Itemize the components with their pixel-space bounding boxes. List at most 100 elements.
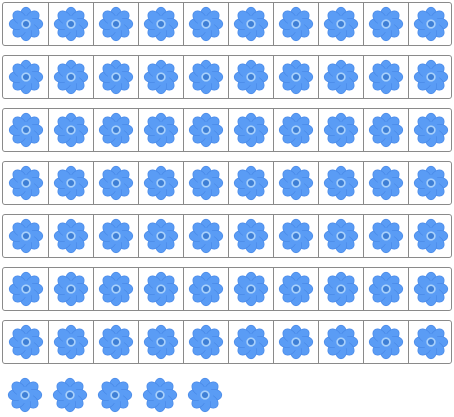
flower-cell	[408, 215, 453, 257]
flower-icon	[413, 271, 449, 307]
flower-cell	[363, 56, 408, 98]
flower-icon	[278, 112, 314, 148]
flower-icon	[188, 59, 224, 95]
flower-cell	[92, 373, 137, 417]
flower-cell	[48, 162, 93, 204]
flower-cell	[183, 56, 228, 98]
flower-cell	[273, 215, 318, 257]
flower-icon	[188, 165, 224, 201]
flower-cell	[318, 3, 363, 45]
flower-cell	[93, 268, 138, 310]
flower-icon	[323, 112, 359, 148]
flower-cell	[363, 109, 408, 151]
flower-icon	[278, 6, 314, 42]
flower-icon	[98, 112, 134, 148]
flower-cell	[138, 268, 183, 310]
flower-row	[2, 108, 452, 152]
flower-icon	[53, 165, 89, 201]
flower-icon	[233, 6, 269, 42]
flower-cell	[48, 56, 93, 98]
flower-icon	[143, 271, 179, 307]
flower-cell	[48, 3, 93, 45]
flower-cell	[363, 321, 408, 363]
flower-icon	[278, 324, 314, 360]
flower-icon	[233, 218, 269, 254]
flower-icon	[143, 324, 179, 360]
flower-icon	[368, 59, 404, 95]
flower-icon	[143, 112, 179, 148]
flower-icon	[98, 324, 134, 360]
flower-icon	[323, 218, 359, 254]
flower-cell	[273, 268, 318, 310]
flower-cell	[3, 3, 48, 45]
flower-cell	[48, 109, 93, 151]
flower-cell	[48, 215, 93, 257]
flower-icon	[233, 112, 269, 148]
flower-cell	[138, 215, 183, 257]
flower-icon	[233, 59, 269, 95]
flower-cell	[183, 215, 228, 257]
flower-cell	[363, 268, 408, 310]
flower-icon	[233, 271, 269, 307]
flower-icon	[368, 271, 404, 307]
flower-icon	[53, 112, 89, 148]
flower-icon	[233, 324, 269, 360]
flower-icon	[323, 271, 359, 307]
flower-cell	[138, 162, 183, 204]
flower-icon	[187, 377, 222, 413]
flower-icon	[143, 59, 179, 95]
flower-icon	[413, 165, 449, 201]
flower-icon	[142, 377, 177, 413]
flower-cell	[363, 3, 408, 45]
flower-cell	[363, 162, 408, 204]
flower-cell	[138, 321, 183, 363]
flower-icon	[413, 218, 449, 254]
flower-icon	[7, 377, 42, 413]
flower-icon	[53, 59, 89, 95]
flower-icon	[188, 112, 224, 148]
flower-icon	[143, 6, 179, 42]
flower-cell	[318, 215, 363, 257]
flower-icon	[413, 59, 449, 95]
flower-cell	[138, 56, 183, 98]
flower-row	[2, 2, 452, 46]
flower-cell	[363, 215, 408, 257]
flower-icon	[368, 218, 404, 254]
flower-cell	[182, 373, 227, 417]
flower-icon	[188, 218, 224, 254]
flower-cell	[93, 56, 138, 98]
flower-row	[2, 161, 452, 205]
flower-row-remainder	[2, 373, 452, 417]
flower-cell	[273, 3, 318, 45]
flower-cell	[318, 162, 363, 204]
flower-icon	[53, 218, 89, 254]
flower-icon	[98, 6, 134, 42]
flower-icon	[368, 165, 404, 201]
flower-cell	[273, 321, 318, 363]
flower-icon	[278, 165, 314, 201]
flower-icon	[52, 377, 87, 413]
flower-cell	[137, 373, 182, 417]
flower-icon	[98, 165, 134, 201]
flower-cell	[93, 321, 138, 363]
flower-icon	[8, 271, 43, 307]
flower-icon	[8, 324, 43, 360]
flower-icon	[368, 112, 404, 148]
flower-row	[2, 214, 452, 258]
flower-cell	[48, 268, 93, 310]
flower-cell	[408, 268, 453, 310]
flower-icon	[323, 165, 359, 201]
flower-icon	[143, 218, 179, 254]
flower-icon	[8, 6, 43, 42]
flower-cell	[318, 268, 363, 310]
flower-icon	[413, 324, 449, 360]
flower-icon	[413, 6, 449, 42]
flower-cell	[183, 3, 228, 45]
flower-cell	[318, 56, 363, 98]
flower-icon	[323, 59, 359, 95]
flower-icon	[8, 165, 43, 201]
flower-cell	[408, 109, 453, 151]
flower-cell	[138, 3, 183, 45]
flower-icon	[278, 271, 314, 307]
